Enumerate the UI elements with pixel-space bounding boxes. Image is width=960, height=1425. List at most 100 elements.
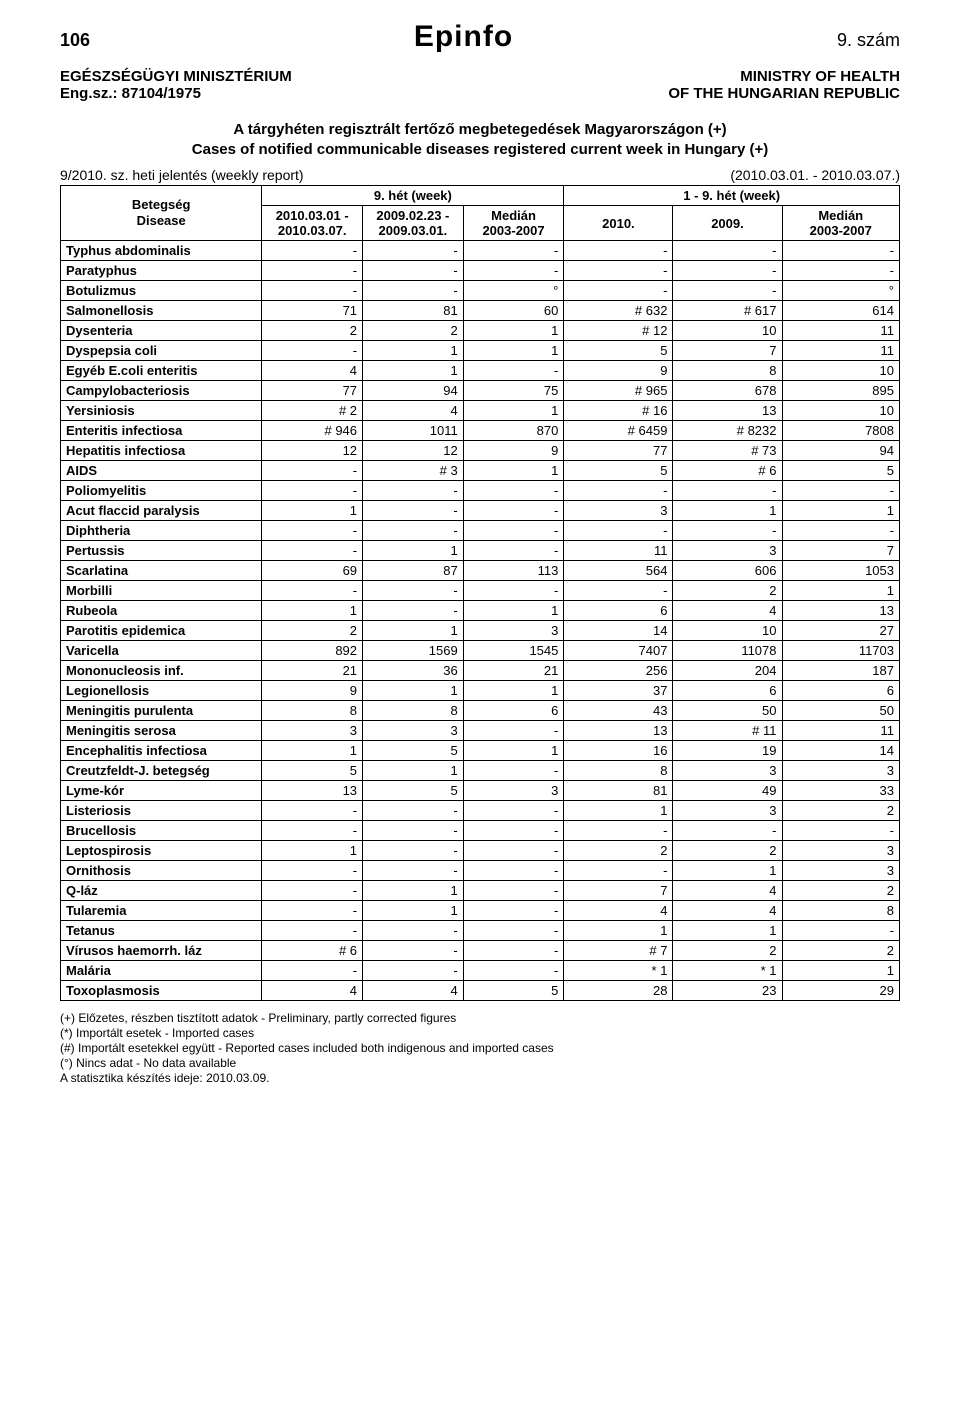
cell-value: 21 [262, 661, 363, 681]
cell-value: - [463, 961, 564, 981]
c6a: Medián [788, 208, 895, 223]
cell-value: - [463, 521, 564, 541]
cell-value: - [363, 481, 464, 501]
disease-name: Hepatitis infectiosa [61, 441, 262, 461]
cell-value: 8 [262, 701, 363, 721]
disease-name: Dyspepsia coli [61, 341, 262, 361]
cell-value: 23 [673, 981, 782, 1001]
cell-value: 113 [463, 561, 564, 581]
cell-value: 4 [262, 361, 363, 381]
cell-value: 2 [262, 321, 363, 341]
table-row: Q-láz-1-742 [61, 881, 900, 901]
cell-value: - [782, 921, 900, 941]
cell-value: - [262, 261, 363, 281]
cell-value: 5 [363, 781, 464, 801]
cell-value: 1 [262, 741, 363, 761]
cell-value: 12 [262, 441, 363, 461]
cell-value: 94 [363, 381, 464, 401]
cell-value: - [363, 241, 464, 261]
col-week-current: 9. hét (week) [262, 186, 564, 206]
cell-value: 50 [782, 701, 900, 721]
disease-name: Poliomyelitis [61, 481, 262, 501]
cell-value: 50 [673, 701, 782, 721]
cell-value: - [782, 261, 900, 281]
footnotes: (+) Előzetes, részben tisztított adatok … [60, 1011, 900, 1086]
table-row: Varicella8921569154574071107811703 [61, 641, 900, 661]
cell-value: 1 [363, 341, 464, 361]
cell-value: 4 [564, 901, 673, 921]
page-number: 106 [60, 30, 90, 51]
disease-name: Paratyphus [61, 261, 262, 281]
cell-value: 5 [262, 761, 363, 781]
cell-value: 3 [673, 801, 782, 821]
cell-value: 1053 [782, 561, 900, 581]
cell-value: 10 [782, 401, 900, 421]
cell-value: - [262, 881, 363, 901]
cell-value: - [463, 821, 564, 841]
disease-name: Encephalitis infectiosa [61, 741, 262, 761]
cell-value: 77 [564, 441, 673, 461]
table-row: Hepatitis infectiosa1212977# 7394 [61, 441, 900, 461]
c3b: 2003-2007 [469, 223, 559, 238]
cell-value: # 965 [564, 381, 673, 401]
footnote-line: (+) Előzetes, részben tisztított adatok … [60, 1011, 900, 1026]
cell-value: - [463, 921, 564, 941]
report-line: 9/2010. sz. heti jelentés (weekly report… [60, 167, 900, 183]
table-row: Poliomyelitis------ [61, 481, 900, 501]
cell-value: 8 [782, 901, 900, 921]
cell-value: - [673, 821, 782, 841]
cell-value: - [363, 261, 464, 281]
cell-value: 8 [564, 761, 673, 781]
disease-name: Malária [61, 961, 262, 981]
cell-value: 6 [673, 681, 782, 701]
table-body: Typhus abdominalis------Paratyphus------… [61, 241, 900, 1001]
cell-value: 4 [262, 981, 363, 1001]
cell-value: - [673, 481, 782, 501]
cell-value: - [463, 241, 564, 261]
c1b: 2010.03.07. [267, 223, 357, 238]
cell-value: 7 [673, 341, 782, 361]
cell-value: 2 [782, 881, 900, 901]
cell-value: 1 [463, 601, 564, 621]
table-row: AIDS-# 315# 65 [61, 461, 900, 481]
cell-value: 1 [262, 501, 363, 521]
disease-label-2: Disease [66, 213, 256, 229]
cell-value: - [463, 801, 564, 821]
cell-value: 12 [363, 441, 464, 461]
cell-value: 8 [673, 361, 782, 381]
org-right: MINISTRY OF HEALTH OF THE HUNGARIAN REPU… [668, 68, 900, 102]
cell-value: - [262, 581, 363, 601]
disease-name: Enteritis infectiosa [61, 421, 262, 441]
cell-value: - [363, 941, 464, 961]
cell-value: 10 [782, 361, 900, 381]
cell-value: 5 [463, 981, 564, 1001]
disease-name: Pertussis [61, 541, 262, 561]
table-row: Meningitis purulenta886435050 [61, 701, 900, 721]
cell-value: 892 [262, 641, 363, 661]
cell-value: 1 [463, 341, 564, 361]
cell-value: 13 [262, 781, 363, 801]
col-c4: 2010. [564, 206, 673, 241]
cell-value: 13 [673, 401, 782, 421]
cell-value: 1 [463, 681, 564, 701]
cell-value: - [363, 281, 464, 301]
col-c3: Medián 2003-2007 [463, 206, 564, 241]
footnote-line: (°) Nincs adat - No data available [60, 1056, 900, 1071]
cell-value: - [782, 821, 900, 841]
cell-value: - [262, 821, 363, 841]
cell-value: - [463, 721, 564, 741]
table-row: Legionellosis9113766 [61, 681, 900, 701]
cell-value: - [564, 581, 673, 601]
cell-value: 1 [782, 501, 900, 521]
disease-name: Meningitis purulenta [61, 701, 262, 721]
cell-value: 16 [564, 741, 673, 761]
disease-name: AIDS [61, 461, 262, 481]
cell-value: 77 [262, 381, 363, 401]
table-row: Campylobacteriosis779475# 965678895 [61, 381, 900, 401]
cell-value: # 3 [363, 461, 464, 481]
cell-value: 3 [463, 621, 564, 641]
cell-value: 678 [673, 381, 782, 401]
cell-value: 1 [673, 501, 782, 521]
table-row: Salmonellosis718160# 632# 617614 [61, 301, 900, 321]
cell-value: 2 [782, 801, 900, 821]
